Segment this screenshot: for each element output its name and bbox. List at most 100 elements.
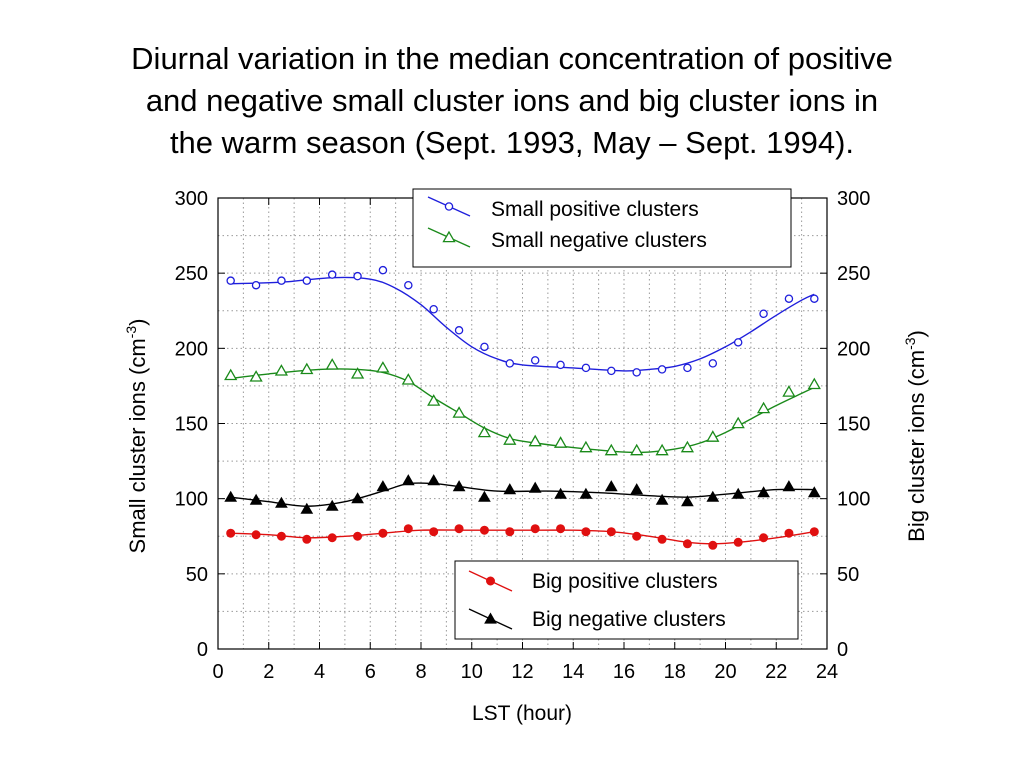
big-negative-clusters-point bbox=[300, 502, 314, 514]
x-tick-label: 12 bbox=[511, 661, 533, 683]
big-positive-clusters-point bbox=[454, 524, 464, 534]
small-negative-clusters-point bbox=[503, 433, 517, 445]
left-y-tick-label: 250 bbox=[175, 263, 208, 285]
x-tick-label: 8 bbox=[415, 661, 426, 683]
big-positive-clusters-point bbox=[682, 539, 692, 549]
title-line-2: and negative small cluster ions and big … bbox=[145, 83, 879, 118]
small-positive-clusters-point bbox=[251, 280, 261, 290]
left-y-tick-label: 200 bbox=[175, 338, 208, 360]
big-negative-clusters-point bbox=[554, 487, 567, 499]
small-positive-clusters-point bbox=[378, 265, 388, 275]
small-negative-clusters-point bbox=[706, 430, 720, 442]
small-negative-clusters-point bbox=[300, 362, 314, 375]
small-positive-clusters-point bbox=[226, 276, 235, 285]
big-positive-clusters-point bbox=[226, 528, 236, 538]
legend-sample-marker-big-positive-clusters bbox=[486, 576, 495, 586]
x-tick-label: 2 bbox=[263, 661, 274, 683]
legend-sample-marker-small-positive-clusters bbox=[444, 202, 454, 211]
big-positive-clusters-point bbox=[353, 531, 363, 541]
small-negative-clusters-point bbox=[630, 443, 644, 456]
x-tick-label: 24 bbox=[816, 661, 838, 683]
big-positive-clusters-point bbox=[759, 533, 769, 543]
big-positive-clusters-point bbox=[302, 534, 312, 544]
small-negative-clusters-point bbox=[655, 443, 669, 456]
grid-lines bbox=[218, 198, 827, 649]
big-positive-clusters-point bbox=[327, 533, 337, 543]
small-negative-clusters-point bbox=[604, 443, 618, 456]
big-positive-clusters-point bbox=[708, 540, 718, 550]
left-y-tick-label: 300 bbox=[175, 188, 208, 210]
big-negative-clusters-point bbox=[452, 480, 466, 492]
legend-sample-marker-small-negative-clusters bbox=[442, 230, 456, 243]
x-tick-label: 22 bbox=[765, 661, 787, 683]
x-tick-label: 4 bbox=[314, 661, 325, 683]
legend-top-label-2: Small negative clusters bbox=[491, 229, 707, 252]
big-negative-clusters-point bbox=[782, 480, 796, 492]
small-negative-clusters-point bbox=[756, 401, 771, 414]
big-negative-clusters-point bbox=[351, 492, 364, 504]
big-positive-clusters-point bbox=[606, 527, 616, 537]
small-negative-clusters-point bbox=[325, 358, 339, 370]
big-positive-clusters-point bbox=[733, 537, 743, 547]
left-y-label-close: ) bbox=[125, 319, 150, 326]
legend-top: Small positive clusters Small negative c… bbox=[412, 188, 792, 268]
small-negative-clusters-point bbox=[731, 416, 745, 429]
data-markers bbox=[224, 265, 821, 550]
x-tick-label: 18 bbox=[664, 661, 686, 683]
legend-sample-marker-big-negative-clusters bbox=[484, 612, 497, 624]
legend-top-label-1: Small positive clusters bbox=[491, 198, 699, 221]
legend-bottom-box bbox=[454, 560, 799, 640]
big-positive-clusters-point bbox=[276, 531, 286, 541]
big-negative-clusters-fit-line bbox=[230, 482, 815, 507]
small-positive-clusters-point bbox=[429, 304, 438, 314]
legend-top-samples bbox=[427, 196, 471, 248]
small-positive-clusters-point bbox=[581, 363, 591, 373]
big-positive-clusters-point bbox=[505, 527, 515, 537]
small-positive-clusters-point bbox=[810, 294, 819, 303]
slide-title: Diurnal variation in the median concentr… bbox=[40, 38, 984, 164]
left-y-tick-label: 50 bbox=[186, 564, 208, 586]
big-negative-clusters-point bbox=[706, 490, 720, 502]
legend-bottom-samples bbox=[468, 570, 513, 630]
small-negative-clusters-point bbox=[579, 440, 593, 453]
small-negative-clusters-point bbox=[274, 364, 289, 376]
small-negative-clusters-point bbox=[224, 368, 238, 381]
right-y-tick-label: 50 bbox=[837, 564, 859, 586]
left-y-label-superscript: -3 bbox=[123, 326, 139, 339]
x-tick-label: 16 bbox=[613, 661, 635, 683]
right-y-label-superscript: -3 bbox=[902, 337, 918, 350]
small-positive-clusters-fit-line bbox=[230, 276, 815, 372]
small-positive-clusters-point bbox=[454, 326, 464, 335]
small-positive-clusters-point bbox=[353, 271, 362, 281]
small-negative-clusters-point bbox=[553, 436, 568, 448]
title-line-1: Diurnal variation in the median concentr… bbox=[131, 41, 893, 76]
x-tick-label: 14 bbox=[562, 661, 584, 683]
big-negative-clusters-point bbox=[401, 474, 415, 486]
big-negative-clusters-point bbox=[478, 490, 491, 502]
big-negative-clusters-point bbox=[807, 486, 821, 498]
right-y-label-close: ) bbox=[904, 330, 929, 337]
legend-bottom: Big positive clusters Big negative clust… bbox=[454, 560, 799, 640]
left-y-axis-label: Small cluster ions (cm-3) bbox=[123, 319, 150, 554]
right-y-tick-label: 100 bbox=[837, 489, 870, 511]
big-negative-clusters-point bbox=[325, 499, 339, 511]
small-negative-clusters-point bbox=[680, 440, 695, 453]
small-positive-clusters-point bbox=[277, 276, 286, 285]
big-positive-clusters-point bbox=[403, 524, 413, 534]
big-negative-clusters-point bbox=[731, 487, 745, 499]
small-negative-clusters-point bbox=[807, 377, 821, 390]
big-negative-clusters-point bbox=[604, 480, 618, 492]
small-negative-clusters-point bbox=[376, 361, 390, 373]
legend-top-box bbox=[412, 188, 792, 268]
legend-bottom-label-1: Big positive clusters bbox=[532, 570, 718, 593]
small-negative-clusters-point bbox=[782, 385, 796, 397]
x-tick-label: 20 bbox=[714, 661, 736, 683]
x-tick-label: 0 bbox=[212, 661, 223, 683]
big-negative-clusters-point bbox=[376, 480, 390, 492]
small-positive-clusters-point bbox=[759, 309, 768, 319]
small-positive-clusters-point bbox=[657, 365, 667, 374]
big-negative-clusters-point bbox=[681, 495, 694, 507]
small-negative-clusters-point bbox=[401, 373, 415, 385]
big-positive-clusters-point bbox=[632, 531, 642, 541]
